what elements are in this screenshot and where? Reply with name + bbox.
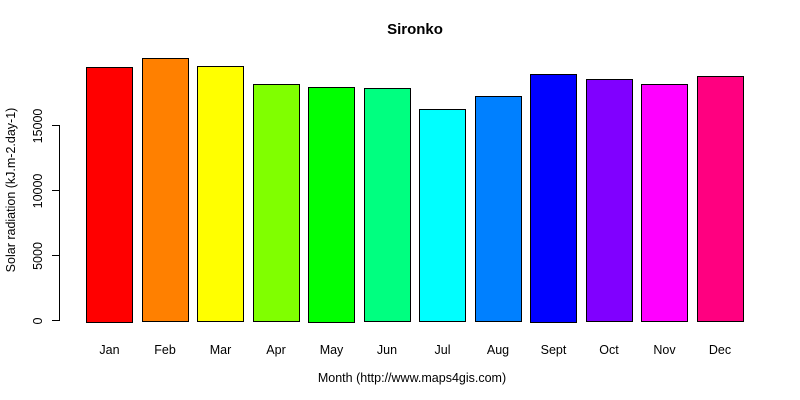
- x-tick-label-apr: Apr: [266, 343, 286, 357]
- x-tick-label-oct: Oct: [599, 343, 619, 357]
- x-tick-label-jan: Jan: [99, 343, 120, 357]
- y-tick-label-15000: 15000: [31, 108, 45, 143]
- y-tick-mark-5000: [51, 254, 59, 257]
- x-tick-label-aug: Aug: [486, 343, 510, 357]
- y-tick-label-5000: 5000: [31, 241, 45, 270]
- y-tick-label-10000: 10000: [31, 173, 45, 208]
- y-axis-line: [58, 124, 60, 322]
- bar-may: [308, 86, 355, 323]
- y-tick-mark-15000: [51, 124, 59, 127]
- bar-feb: [141, 57, 189, 323]
- x-axis-label: Month (http://www.maps4gis.com): [317, 371, 507, 385]
- x-tick-label-jun: Jun: [376, 343, 398, 357]
- y-tick-label-0: 0: [31, 317, 45, 324]
- y-tick-mark-0: [51, 319, 59, 322]
- bar-oct: [585, 78, 633, 323]
- bar-jul: [419, 108, 466, 323]
- x-tick-label-dec: Dec: [708, 343, 732, 357]
- x-tick-label-mar: Mar: [209, 343, 232, 357]
- x-tick-label-feb: Feb: [154, 343, 176, 357]
- bar-jun: [363, 87, 411, 323]
- y-tick-mark-10000: [51, 189, 59, 192]
- x-tick-label-may: May: [319, 343, 344, 357]
- bar-apr: [252, 83, 300, 323]
- y-axis-label: Solar radiation (kJ.m-2.day-1): [4, 107, 18, 273]
- chart-title: Sironko: [387, 21, 443, 38]
- bar-jan: [86, 67, 133, 323]
- bar-sept: [530, 73, 577, 323]
- x-tick-label-sept: Sept: [540, 343, 567, 357]
- bar-nov: [641, 83, 688, 323]
- x-tick-label-nov: Nov: [653, 343, 676, 357]
- x-tick-label-jul: Jul: [434, 343, 451, 357]
- bar-aug: [474, 95, 522, 323]
- bar-mar: [197, 65, 244, 323]
- bar-dec: [696, 76, 744, 323]
